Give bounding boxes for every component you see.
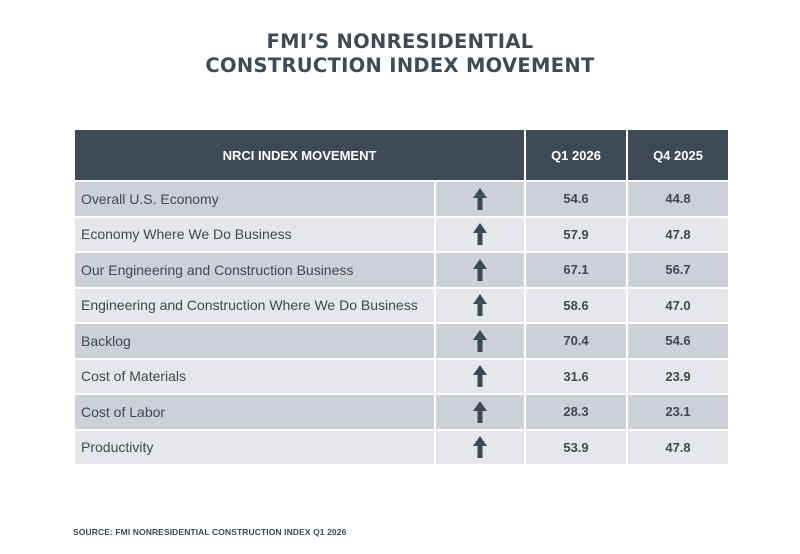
arrow-up-icon [436,182,524,216]
value-q4-2025: 56.7 [628,253,728,287]
value-q4-2025: 54.6 [628,324,728,358]
chart-title: FMI’S NONRESIDENTIAL CONSTRUCTION INDEX … [0,30,800,78]
table-row: Our Engineering and Construction Busines… [75,253,728,287]
row-label: Cost of Labor [75,395,434,429]
arrow-up-icon [436,288,524,322]
arrow-up-icon [436,395,524,429]
header-q4-2025: Q4 2025 [628,130,728,180]
table-row: Cost of Labor 28.3 23.1 [75,395,728,429]
table-row: Cost of Materials 31.6 23.9 [75,359,728,393]
value-q4-2025: 47.8 [628,430,728,464]
row-label: Productivity [75,430,434,464]
table-body: Overall U.S. Economy 54.6 44.8 Economy Wher… [75,182,728,464]
value-q1-2026: 31.6 [526,359,626,393]
table-row: Backlog 70.4 54.6 [75,324,728,358]
value-q1-2026: 67.1 [526,253,626,287]
arrow-up-icon [436,253,524,287]
row-label: Our Engineering and Construction Busines… [75,253,434,287]
nrci-table: NRCI INDEX MOVEMENT Q1 2026 Q4 2025 Over… [75,130,728,464]
table-row: Economy Where We Do Business 57.9 47.8 [75,217,728,251]
value-q4-2025: 23.9 [628,359,728,393]
title-line-1: FMI’S NONRESIDENTIAL [266,30,534,53]
value-q1-2026: 53.9 [526,430,626,464]
value-q1-2026: 57.9 [526,217,626,251]
arrow-up-icon [436,217,524,251]
row-label: Backlog [75,324,434,358]
value-q1-2026: 54.6 [526,182,626,216]
value-q1-2026: 70.4 [526,324,626,358]
value-q4-2025: 47.0 [628,288,728,322]
table-row: Overall U.S. Economy 54.6 44.8 [75,182,728,216]
row-label: Engineering and Construction Where We Do… [75,288,434,322]
arrow-up-icon [436,359,524,393]
value-q1-2026: 58.6 [526,288,626,322]
value-q4-2025: 47.8 [628,217,728,251]
value-q4-2025: 23.1 [628,395,728,429]
table-header: NRCI INDEX MOVEMENT Q1 2026 Q4 2025 [75,130,728,180]
value-q4-2025: 44.8 [628,182,728,216]
header-index-movement: NRCI INDEX MOVEMENT [75,130,524,180]
table-row: Productivity 53.9 47.8 [75,430,728,464]
row-label: Economy Where We Do Business [75,217,434,251]
arrow-up-icon [436,430,524,464]
value-q1-2026: 28.3 [526,395,626,429]
title-line-2: CONSTRUCTION INDEX MOVEMENT [205,54,595,77]
table-row: Engineering and Construction Where We Do… [75,288,728,322]
row-label: Cost of Materials [75,359,434,393]
arrow-up-icon [436,324,524,358]
source-note: SOURCE: FMI NONRESIDENTIAL CONSTRUCTION … [73,527,347,537]
header-q1-2026: Q1 2026 [526,130,626,180]
row-label: Overall U.S. Economy [75,182,434,216]
